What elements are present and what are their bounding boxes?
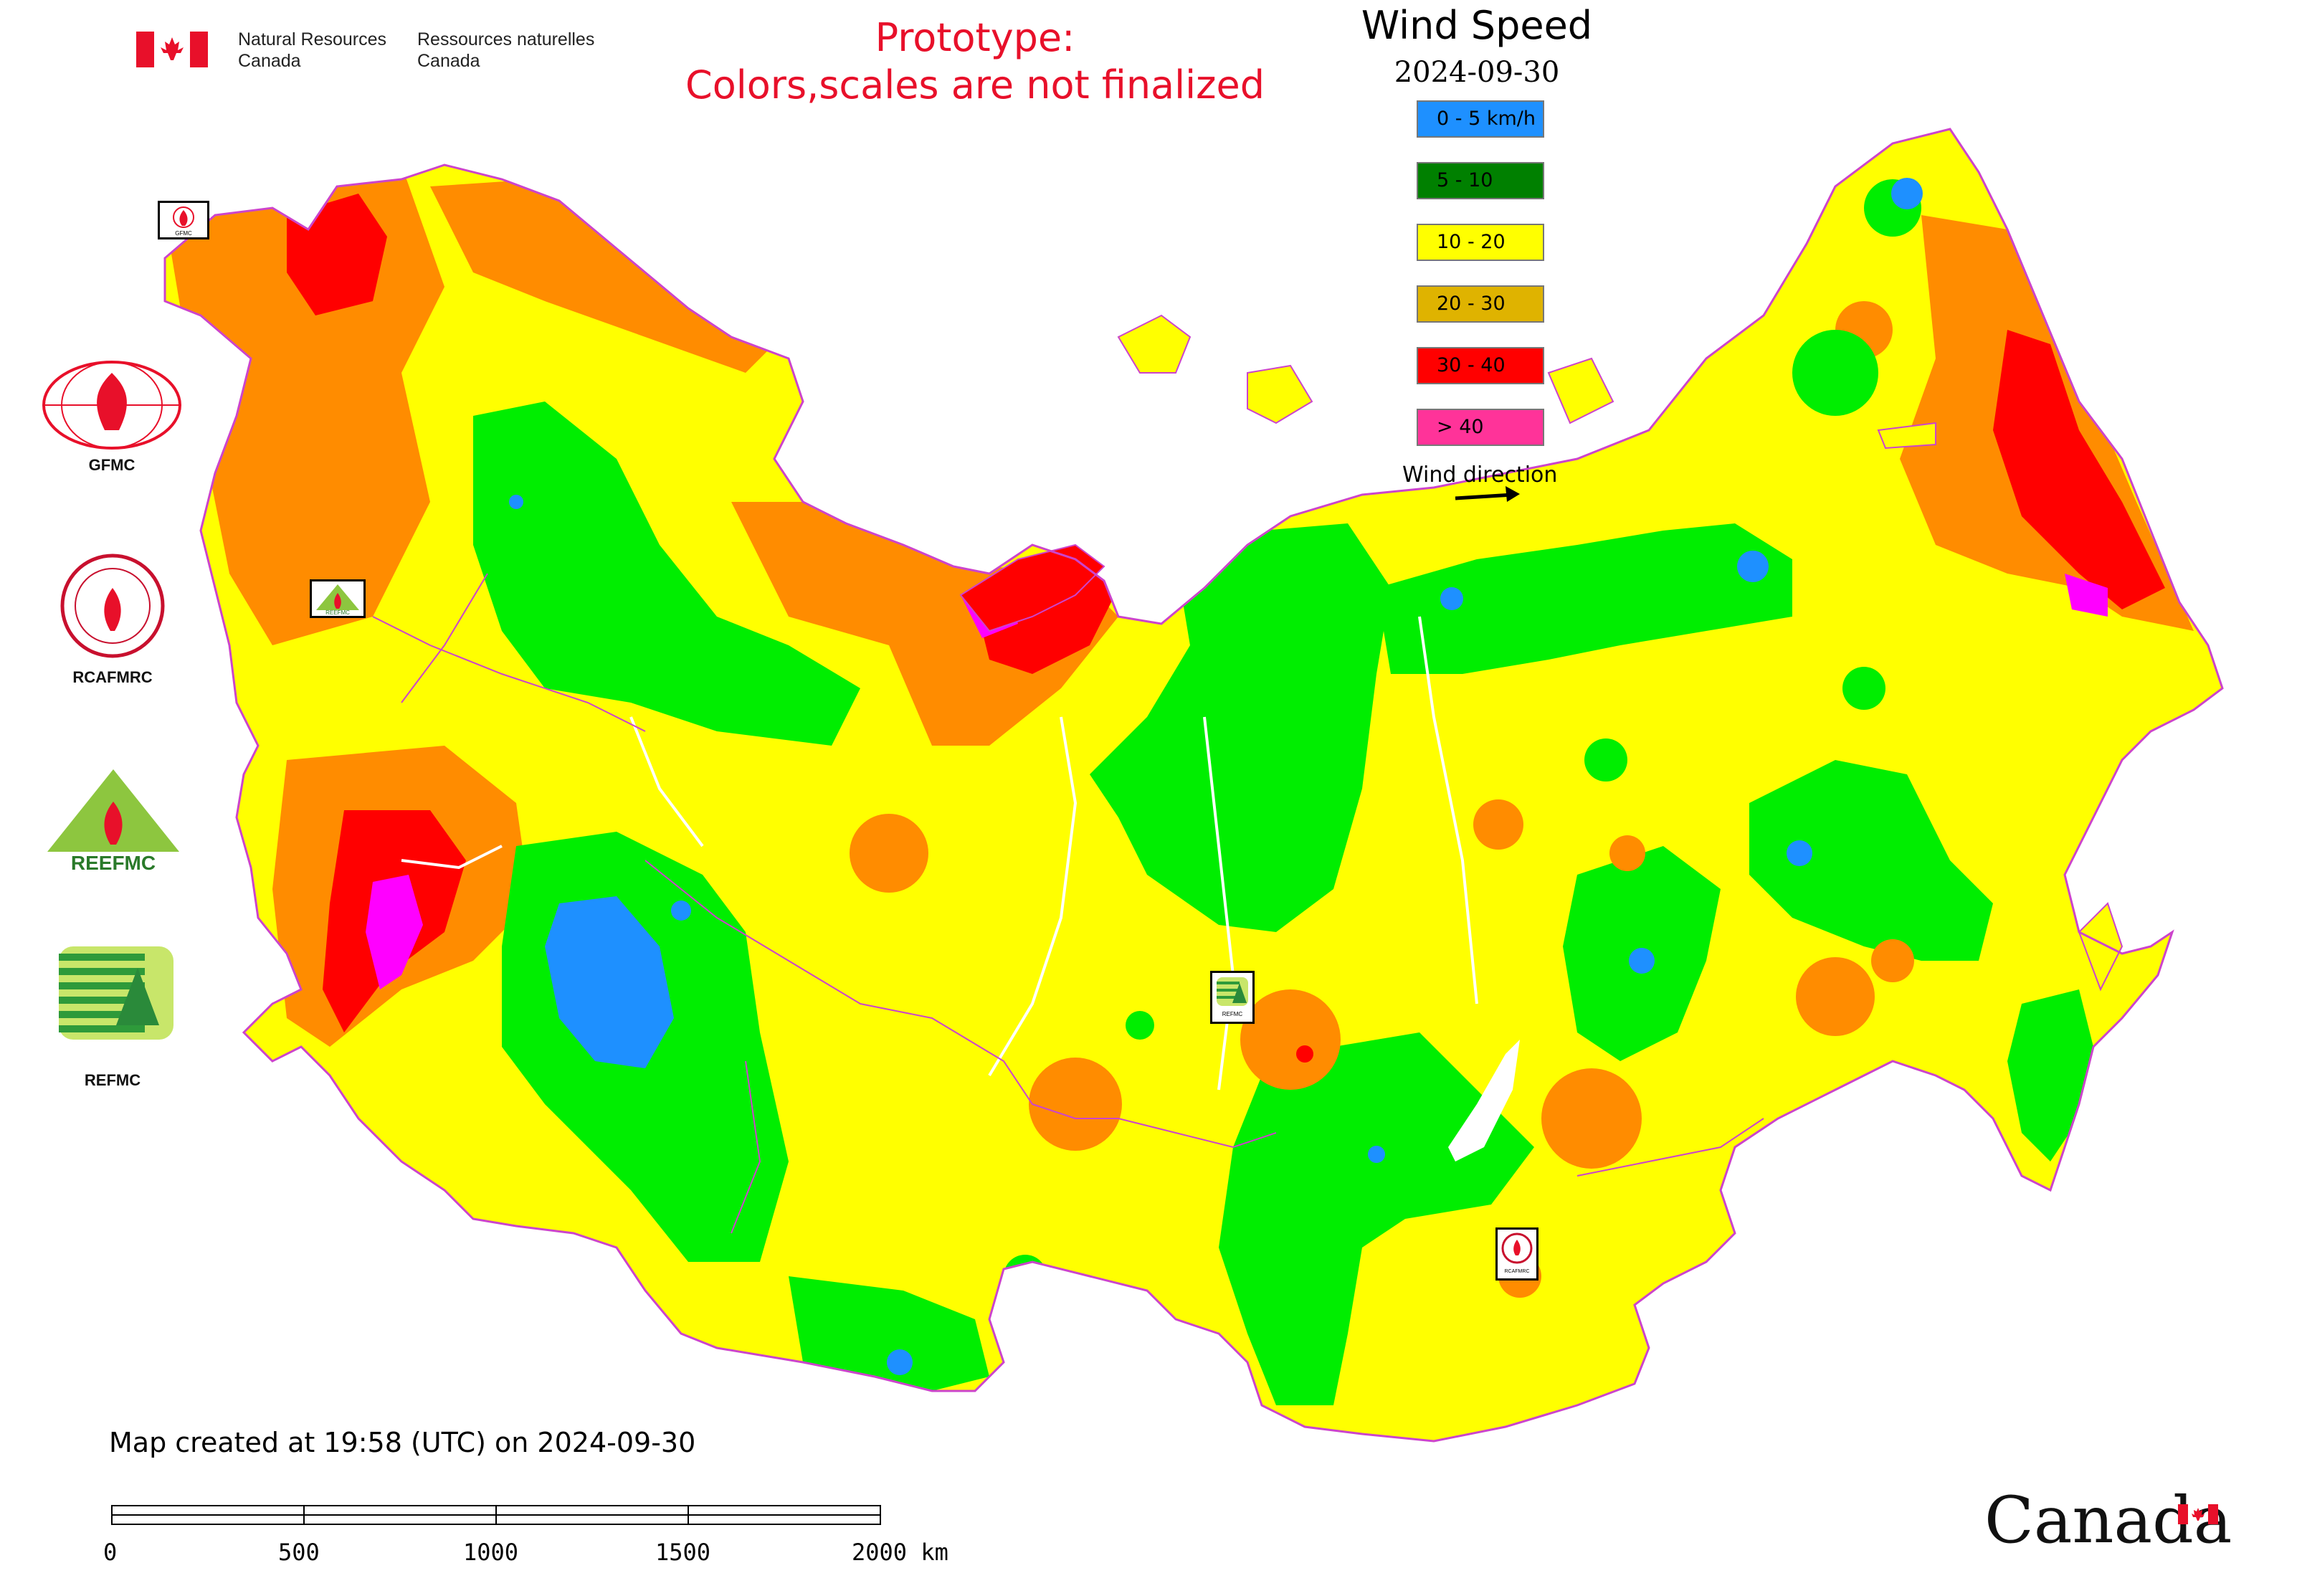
legend-swatch: 5 - 10 <box>1417 162 1544 199</box>
scale-tick-1000: 1000 <box>463 1539 519 1566</box>
legend-swatch: 30 - 40 <box>1417 347 1544 384</box>
map-marker-rcafmrc[interactable]: RCAFMRC <box>1495 1227 1538 1281</box>
legend-title: Wind Speed <box>1361 3 1593 48</box>
canada-flag-icon <box>136 32 208 67</box>
wind-direction-label: Wind direction <box>1402 462 1558 488</box>
map-created-timestamp: Map created at 19:58 (UTC) on 2024-09-30 <box>109 1427 696 1458</box>
svg-text:RCAFMRC: RCAFMRC <box>1505 1269 1530 1274</box>
svg-text:REFMC: REFMC <box>1222 1011 1243 1017</box>
scale-tick-500: 500 <box>278 1539 320 1566</box>
legend-date: 2024-09-30 <box>1394 56 1560 89</box>
country-boundaries <box>372 573 1764 1234</box>
reefmc-logo-icon: REEFMC <box>37 766 189 874</box>
arctic-islands <box>959 314 1936 632</box>
rcafmrc-logo-icon <box>59 552 166 660</box>
org-label-refmc: REFMC <box>84 1071 141 1089</box>
canada-wordmark: Canada <box>1984 1483 2232 1558</box>
svg-text:REEFMC: REEFMC <box>325 609 350 616</box>
legend-swatch: 10 - 20 <box>1417 224 1544 261</box>
svg-text:REEFMC: REEFMC <box>71 852 156 873</box>
scale-tick-2000: 2000 km <box>852 1539 948 1566</box>
scale-tick-0: 0 <box>103 1539 118 1566</box>
caspian-sea <box>265 1133 315 1233</box>
map-marker-refmc[interactable]: REFMC <box>1210 971 1255 1024</box>
government-name-fr: Ressources naturelles Canada <box>417 29 595 71</box>
wind-direction-arrow-icon <box>1455 486 1520 502</box>
lake-baikal <box>1448 1040 1520 1162</box>
scale-tick-1500: 1500 <box>655 1539 711 1566</box>
gfmc-logo-icon <box>40 358 184 452</box>
org-label-rcafmrc: RCAFMRC <box>72 668 153 686</box>
government-name-en: Natural Resources Canada <box>238 29 387 71</box>
sakhalin-island <box>2078 902 2123 992</box>
rivers <box>401 616 1478 1091</box>
canada-wordmark-flag-icon <box>2178 1504 2218 1524</box>
legend-swatch: > 40 <box>1417 409 1544 446</box>
org-label-gfmc: GFMC <box>88 456 135 474</box>
map-marker-reefmc[interactable]: REEFMC <box>310 579 366 618</box>
refmc-logo-icon <box>59 946 173 1040</box>
scale-bar <box>111 1505 881 1525</box>
legend-swatch: 20 - 30 <box>1417 285 1544 323</box>
map-marker-gfmc[interactable]: GFMC <box>158 201 209 239</box>
svg-text:GFMC: GFMC <box>175 230 192 237</box>
legend-swatch: 0 - 5 km/h <box>1417 100 1544 138</box>
prototype-notice: Prototype: Colors,scales are not finaliz… <box>685 15 1265 108</box>
